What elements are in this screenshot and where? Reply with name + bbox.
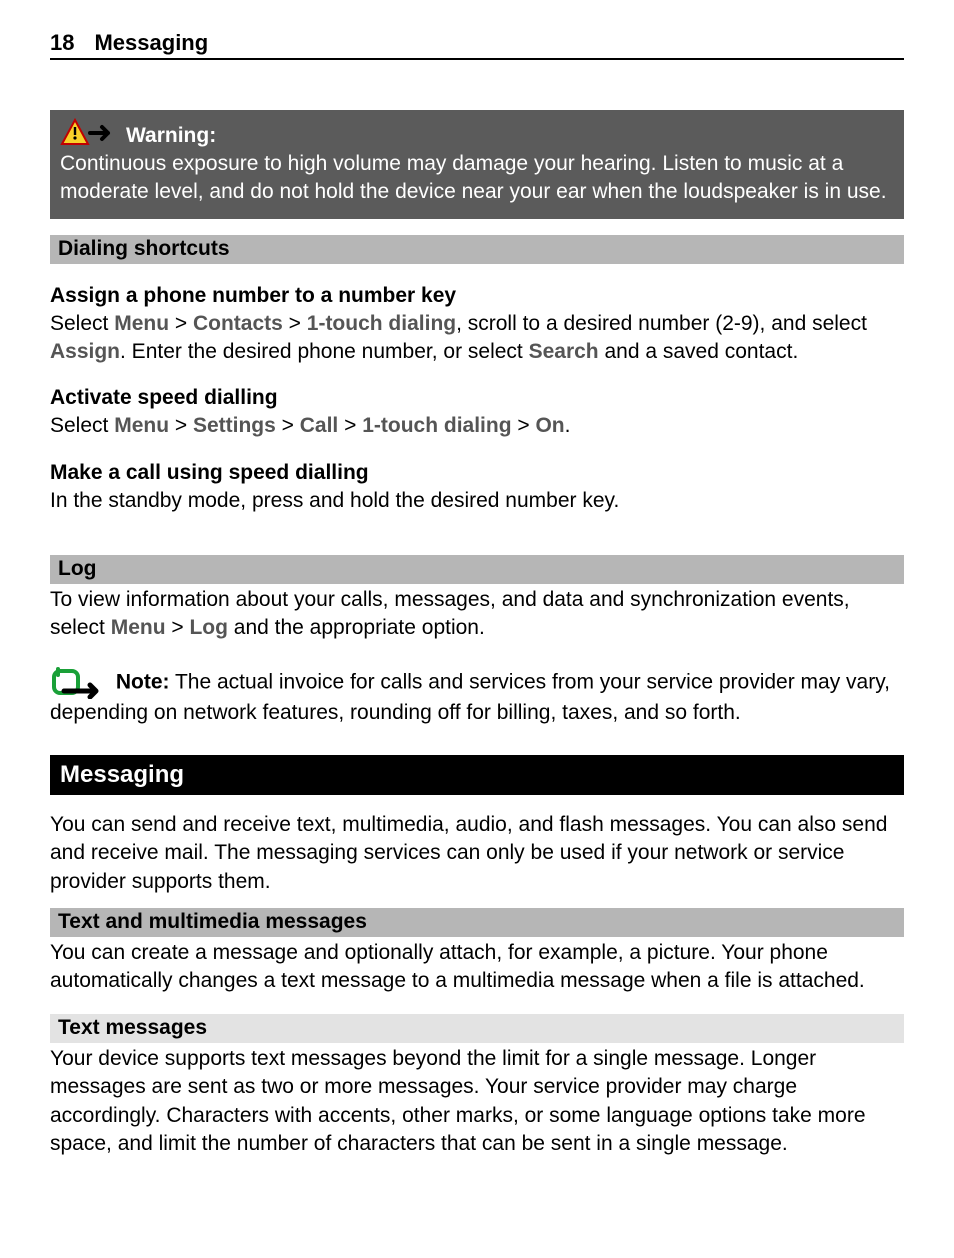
- text-fragment: .: [565, 414, 571, 437]
- menu-path-1touch: 1-touch dialing: [362, 414, 511, 437]
- para-activate-speed-dialling: Select Menu > Settings > Call > 1-touch …: [50, 412, 904, 440]
- para-text-messages: Your device supports text messages beyon…: [50, 1045, 904, 1158]
- menu-path-assign: Assign: [50, 340, 120, 363]
- text-fragment: >: [169, 414, 193, 437]
- para-make-call-speed-dial: In the standby mode, press and hold the …: [50, 487, 904, 515]
- section-bar-text-messages: Text messages: [50, 1014, 904, 1043]
- text-fragment: Select: [50, 312, 114, 335]
- text-fragment: >: [338, 414, 362, 437]
- para-log: To view information about your calls, me…: [50, 586, 904, 643]
- page-header: 18 Messaging: [50, 30, 904, 60]
- menu-path-log: Log: [189, 616, 227, 639]
- text-fragment: >: [166, 616, 190, 639]
- warning-label: Warning:: [126, 124, 216, 148]
- section-bar-messaging: Messaging: [50, 755, 904, 795]
- text-fragment: and the appropriate option.: [228, 616, 485, 639]
- warning-callout: Warning: Continuous exposure to high vol…: [50, 110, 904, 219]
- para-messaging-intro: You can send and receive text, multimedi…: [50, 811, 904, 896]
- note-icon: [50, 667, 108, 699]
- para-text-multimedia: You can create a message and optionally …: [50, 939, 904, 996]
- heading-activate-speed-dialling: Activate speed dialling: [50, 386, 904, 410]
- menu-path-search: Search: [529, 340, 599, 363]
- document-page: 18 Messaging Warning: Continuous exposur…: [0, 0, 954, 1258]
- text-fragment: Select: [50, 414, 114, 437]
- heading-assign-number-key: Assign a phone number to a number key: [50, 284, 904, 308]
- text-fragment: and a saved contact.: [599, 340, 799, 363]
- text-fragment: , scroll to a desired number (2-9), and …: [456, 312, 867, 335]
- text-fragment: >: [512, 414, 536, 437]
- warning-icon: [60, 118, 118, 148]
- warning-body: Continuous exposure to high volume may d…: [60, 150, 894, 207]
- menu-path-menu: Menu: [114, 414, 169, 437]
- menu-path-menu: Menu: [114, 312, 169, 335]
- menu-path-call: Call: [300, 414, 339, 437]
- menu-path-settings: Settings: [193, 414, 276, 437]
- page-number: 18: [50, 30, 74, 56]
- para-assign-number-key: Select Menu > Contacts > 1-touch dialing…: [50, 310, 904, 367]
- menu-path-contacts: Contacts: [193, 312, 283, 335]
- text-fragment: . Enter the desired phone number, or sel…: [120, 340, 529, 363]
- section-bar-text-multimedia: Text and multimedia messages: [50, 908, 904, 937]
- warning-header-row: Warning:: [60, 118, 894, 148]
- note-callout: Note: The actual invoice for calls and s…: [50, 667, 904, 727]
- text-fragment: >: [283, 312, 307, 335]
- text-fragment: >: [169, 312, 193, 335]
- section-bar-log: Log: [50, 555, 904, 584]
- note-label: Note:: [116, 670, 170, 693]
- menu-path-menu: Menu: [111, 616, 166, 639]
- section-bar-dialing-shortcuts: Dialing shortcuts: [50, 235, 904, 264]
- menu-path-on: On: [535, 414, 564, 437]
- heading-make-call-speed-dial: Make a call using speed dialling: [50, 461, 904, 485]
- note-body: The actual invoice for calls and service…: [50, 670, 890, 723]
- menu-path-1touch: 1-touch dialing: [307, 312, 456, 335]
- page-header-title: Messaging: [94, 30, 208, 56]
- text-fragment: >: [276, 414, 300, 437]
